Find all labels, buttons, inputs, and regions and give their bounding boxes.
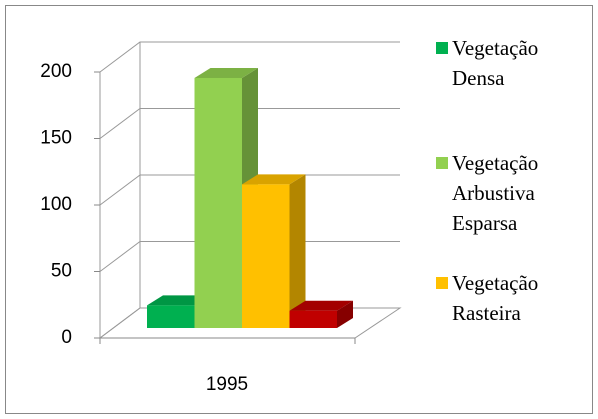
legend-entry: Vegetação Rasteira <box>436 268 586 328</box>
grid-line <box>99 174 400 206</box>
legend-swatch <box>436 277 448 289</box>
bar <box>147 305 195 328</box>
legend-label: Vegetação Arbustiva Esparsa <box>452 151 539 235</box>
legend-label: Vegetação Densa <box>452 36 539 90</box>
y-tick-label: 0 <box>61 327 72 348</box>
legend-swatch <box>436 42 448 54</box>
legend-swatch <box>436 157 448 169</box>
y-tick-label: 150 <box>40 128 72 149</box>
y-tick-label: 100 <box>40 194 72 215</box>
bar-side <box>337 300 353 328</box>
bar <box>194 77 242 329</box>
y-tick-label: 50 <box>51 261 72 282</box>
x-tick-label: 1995 <box>206 374 248 395</box>
grid-line <box>99 108 400 139</box>
bar <box>289 310 337 328</box>
legend-label: Vegetação Rasteira <box>452 271 539 325</box>
bar-top <box>289 300 353 311</box>
bar <box>242 184 290 328</box>
legend-entry: Vegetação Arbustiva Esparsa <box>436 148 586 238</box>
legend-entry: Vegetação Densa <box>436 33 586 93</box>
bar-side <box>289 174 306 328</box>
grid-line <box>99 241 400 272</box>
y-tick-label: 200 <box>40 61 72 82</box>
grid-line <box>99 41 400 73</box>
bar-top <box>242 174 306 185</box>
bar-top <box>194 67 258 78</box>
